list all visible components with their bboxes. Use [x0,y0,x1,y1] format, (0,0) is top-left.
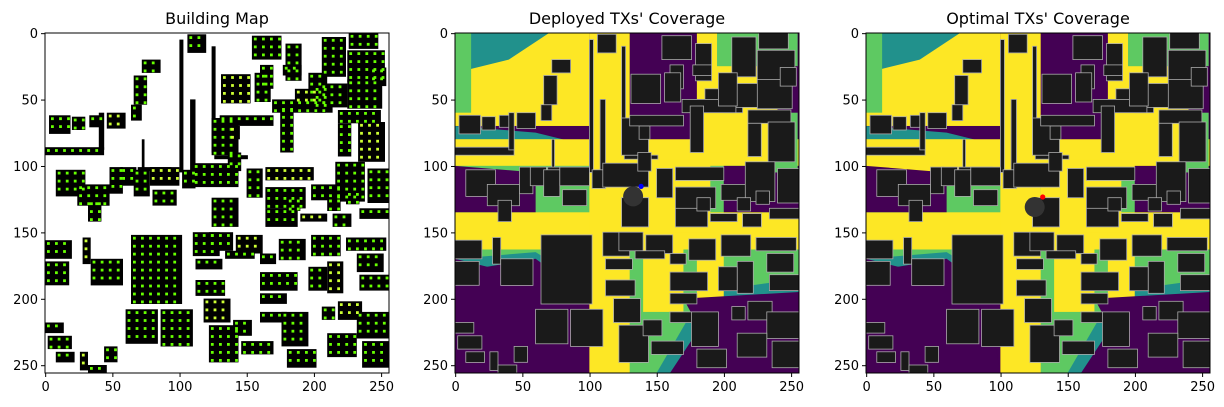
x-tick-label: 50 [515,380,532,395]
y-tick-label: 0 [440,27,448,42]
panel-building-map: Building Map 0 50 100 150 200 250 0 50 100 150 200… [13,9,394,395]
x-tick-label: 100 [168,380,193,395]
y-tick-label: 0 [851,27,859,42]
x-tick-label: 50 [926,380,943,395]
x-tick-label: 0 [863,380,871,395]
panel-optimal-coverage: Optimal TXs' Coverage 0 50 100 150 200 250 0 50… [834,9,1215,395]
transmitter-marker [1040,194,1046,200]
y-tick-label: 250 [834,359,859,374]
y-tick-label: 150 [834,226,859,241]
optimal-coverage-image [866,33,1210,373]
y-tick-label: 50 [21,94,38,109]
tx-coverage-disc [623,186,644,207]
panel-title: Deployed TXs' Coverage [529,9,725,28]
tx-coverage-disc [1024,197,1045,218]
y-tick-label: 0 [30,27,38,42]
y-tick-label: 100 [834,160,859,175]
panel-title: Building Map [165,9,269,28]
panel-title: Optimal TXs' Coverage [946,9,1130,28]
y-tick-label: 200 [13,293,38,308]
y-tick-label: 200 [834,293,859,308]
y-tick-label: 50 [842,94,859,109]
y-tick-label: 150 [13,226,38,241]
y-tick-label: 250 [423,359,448,374]
building-map-image [45,33,389,373]
x-tick-label: 150 [645,380,670,395]
x-tick-label: 50 [105,380,122,395]
x-tick-label: 250 [779,380,804,395]
axes-frame [865,32,1211,374]
x-tick-label: 150 [1056,380,1081,395]
x-tick-label: 250 [1190,380,1215,395]
x-tick-label: 0 [452,380,460,395]
x-tick-label: 250 [369,380,394,395]
x-tick-label: 100 [989,380,1014,395]
panel-deployed-coverage: Deployed TXs' Coverage 0 50 100 150 200 250 0 5… [423,9,804,395]
deployed-coverage-image [455,33,799,373]
x-tick-label: 100 [578,380,603,395]
x-tick-label: 200 [302,380,327,395]
y-tick-label: 50 [431,94,448,109]
x-tick-label: 150 [235,380,260,395]
y-tick-label: 150 [423,226,448,241]
axes-frame [44,32,390,374]
y-tick-label: 100 [423,160,448,175]
x-tick-label: 200 [712,380,737,395]
x-tick-label: 200 [1123,380,1148,395]
y-tick-label: 100 [13,160,38,175]
transmitter-marker [638,183,644,189]
x-tick-label: 0 [42,380,50,395]
y-tick-label: 250 [13,359,38,374]
y-tick-label: 200 [423,293,448,308]
axes-frame [454,32,800,374]
